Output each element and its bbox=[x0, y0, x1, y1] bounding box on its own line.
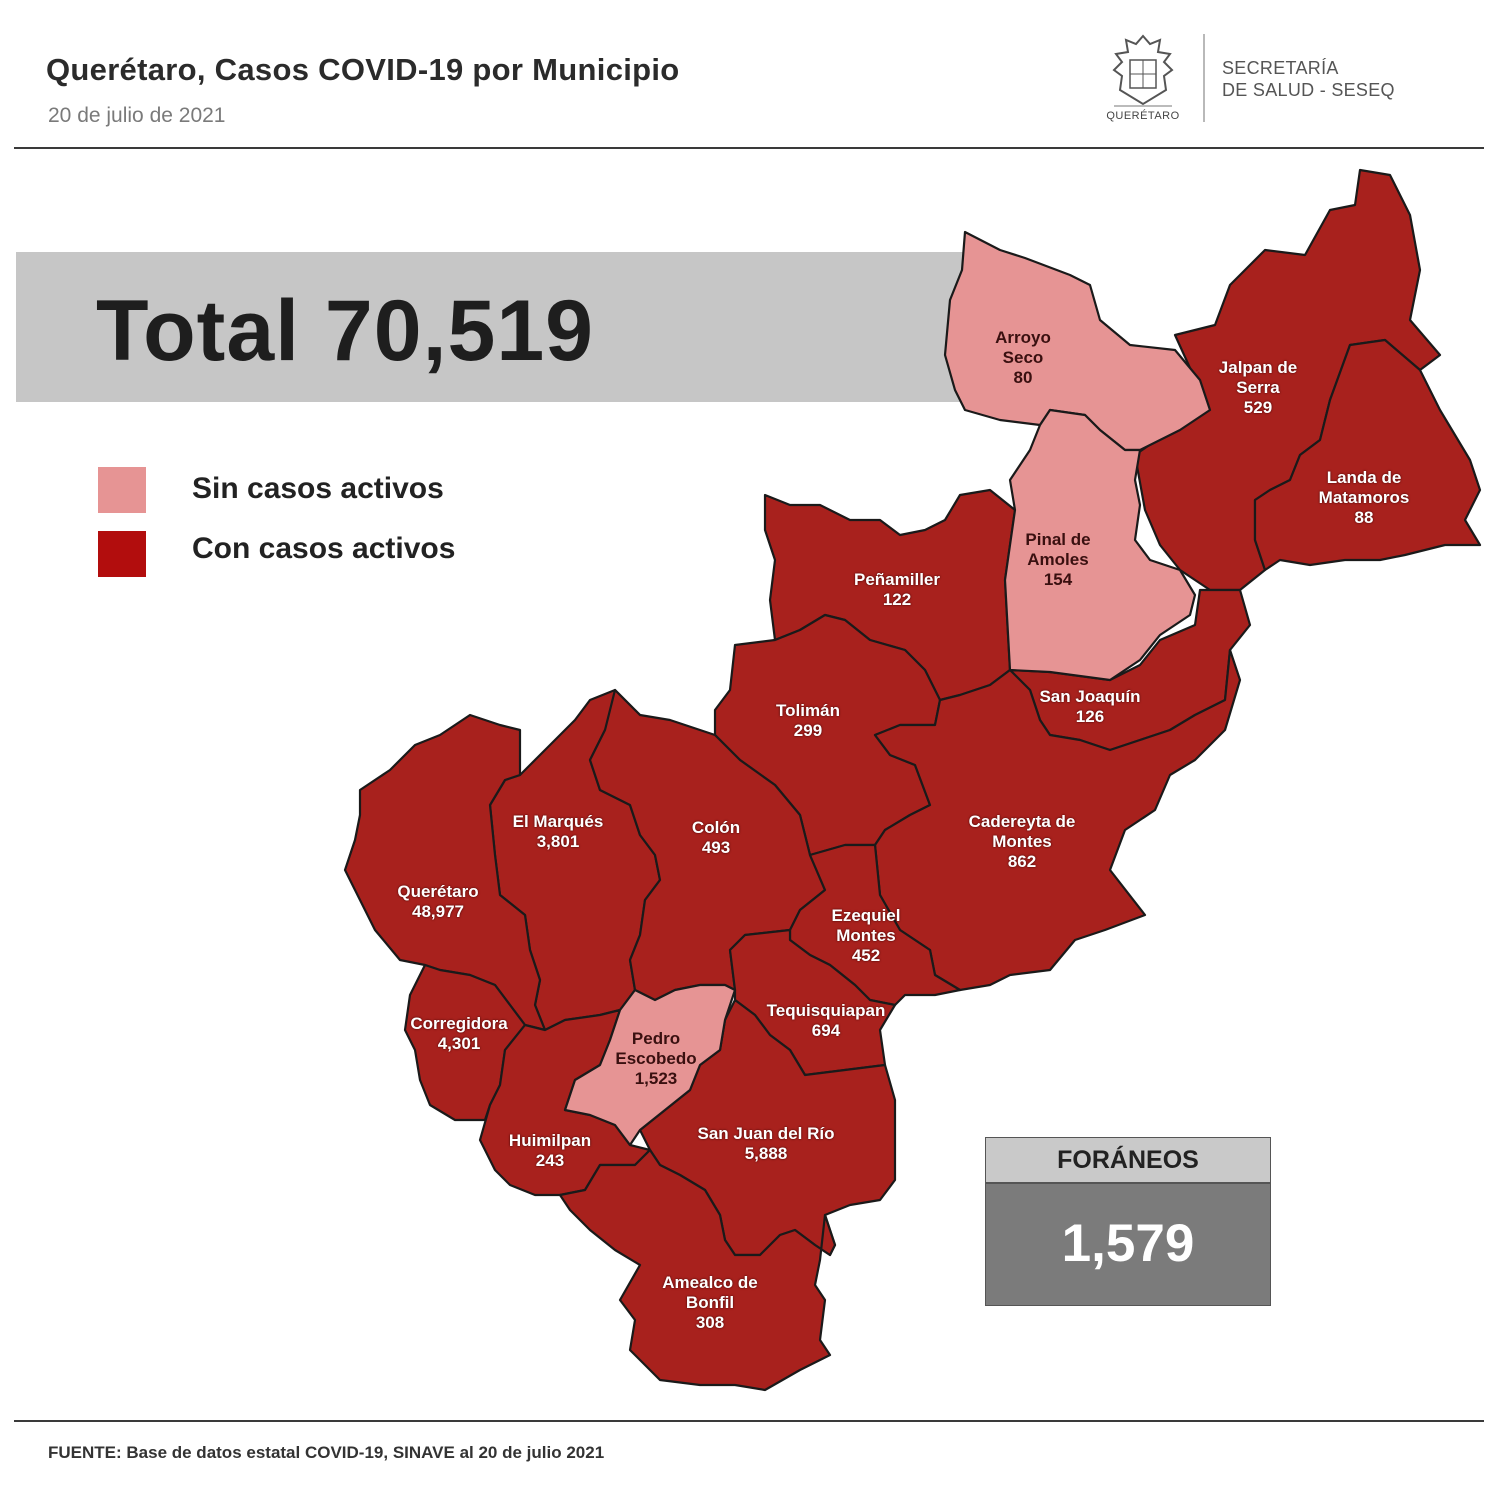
queretaro-coat-of-arms-icon bbox=[1112, 34, 1174, 107]
legend-label-inactive: Sin casos activos bbox=[192, 472, 444, 505]
foraneos-value: 1,579 bbox=[985, 1183, 1271, 1306]
logo-caption: QUERÉTARO bbox=[1106, 110, 1180, 122]
department-name-line2: DE SALUD - SESEQ bbox=[1222, 80, 1395, 100]
page-title: Querétaro, Casos COVID-19 por Municipio bbox=[46, 52, 680, 87]
total-cases: Total 70,519 bbox=[96, 283, 594, 379]
label-el-marques: El Marqués 3,801 bbox=[512, 812, 604, 851]
municipio-landa-de-matamoros[interactable] bbox=[1253, 338, 1482, 572]
label-colon: Colón 493 bbox=[691, 818, 741, 857]
label-pinal-de-amoles: Pinal de Amoles 154 bbox=[1025, 530, 1091, 589]
municipio-amealco-de-bonfil[interactable] bbox=[558, 1148, 837, 1392]
label-jalpan-de-serra: Jalpan de Serra 529 bbox=[1218, 358, 1298, 417]
label-san-joaquin: San Joaquín 126 bbox=[1039, 687, 1141, 726]
municipio-cadereyta-de-montes[interactable] bbox=[873, 648, 1242, 992]
source-note: FUENTE: Base de datos estatal COVID-19, … bbox=[48, 1443, 605, 1462]
label-huimilpan: Huimilpan 243 bbox=[508, 1131, 592, 1170]
label-corregidora: Corregidora 4,301 bbox=[410, 1014, 508, 1053]
label-amealco-de-bonfil: Amealco de Bonfil 308 bbox=[662, 1273, 758, 1332]
label-arroyo-seco: Arroyo Seco 80 bbox=[995, 328, 1051, 387]
foraneos-header: FORÁNEOS bbox=[985, 1137, 1271, 1183]
label-san-juan-del-rio: San Juan del Río 5,888 bbox=[697, 1124, 835, 1163]
label-pedro-escobedo: Pedro Escobedo 1,523 bbox=[615, 1029, 697, 1088]
bottom-rule bbox=[14, 1420, 1484, 1422]
label-penamiller: Peñamiller 122 bbox=[854, 570, 940, 609]
municipio-pinal-de-amoles[interactable] bbox=[1003, 408, 1197, 682]
label-toliman: Tolimán 299 bbox=[776, 701, 840, 740]
legend-swatch-inactive bbox=[98, 467, 146, 513]
legend-label-active: Con casos activos bbox=[192, 532, 456, 565]
top-rule bbox=[14, 147, 1484, 149]
label-queretaro: Querétaro 48,977 bbox=[397, 882, 479, 921]
total-banner bbox=[16, 252, 976, 402]
label-ezequiel-montes: Ezequiel Montes 452 bbox=[831, 906, 901, 965]
label-landa-de-matamoros: Landa de Matamoros 88 bbox=[1318, 468, 1410, 527]
header-divider bbox=[1203, 34, 1205, 122]
label-tequisquiapan: Tequisquiapan 694 bbox=[766, 1001, 886, 1040]
municipio-queretaro[interactable] bbox=[343, 713, 547, 1032]
department-name-line1: SECRETARÍA bbox=[1222, 58, 1339, 78]
municipio-pedro-escobedo[interactable] bbox=[563, 983, 737, 1147]
legend-swatch-active bbox=[98, 531, 146, 577]
report-date: 20 de julio de 2021 bbox=[48, 104, 226, 127]
label-cadereyta-de-montes: Cadereyta de Montes 862 bbox=[968, 812, 1076, 871]
